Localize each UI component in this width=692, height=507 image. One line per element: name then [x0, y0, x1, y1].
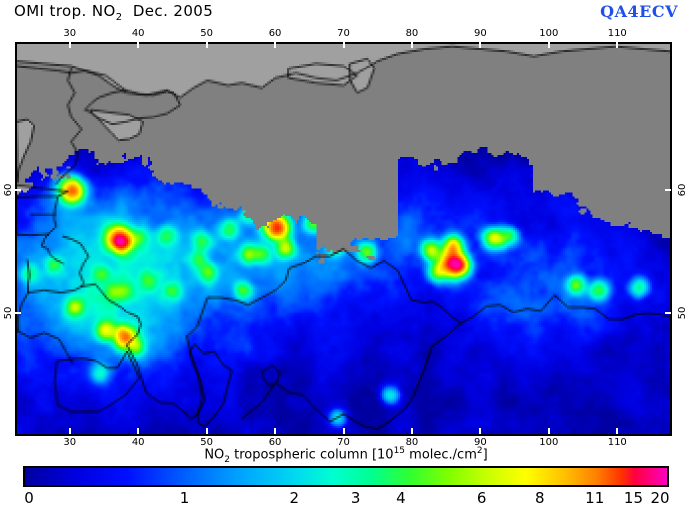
lon-tick-mark	[68, 42, 71, 48]
lat-tick-label-left-60: 60	[2, 183, 14, 197]
lon-tick-label-top-100: 100	[539, 28, 559, 39]
colorbar-tick-15: 15	[623, 489, 644, 507]
lon-tick-label-bottom-70: 70	[337, 437, 350, 448]
lon-tick-label-bottom-50: 50	[200, 437, 213, 448]
colorbar-tick-6: 6	[476, 489, 487, 507]
lon-tick-label-bottom-90: 90	[474, 437, 487, 448]
lat-tick-label-right-60: 60	[676, 183, 688, 197]
colorbar-tick-11: 11	[585, 489, 605, 507]
lon-tick-mark	[205, 428, 208, 434]
lat-tick-mark	[15, 311, 21, 314]
colorbar-tick-2: 2	[289, 489, 300, 507]
lon-tick-mark	[616, 428, 619, 434]
colorbar-tick-0: 0	[24, 489, 34, 507]
caption-suffix: ]	[482, 447, 488, 463]
lon-tick-label-top-60: 60	[268, 28, 282, 39]
lon-tick-label-top-90: 90	[474, 28, 487, 39]
lon-tick-label-bottom-110: 110	[607, 437, 627, 448]
colorbar-tick-3: 3	[350, 489, 361, 507]
lat-tick-label-left-50: 50	[2, 306, 14, 320]
colorbar-tick-20: 20	[650, 489, 670, 507]
lon-tick-label-top-30: 30	[63, 28, 77, 39]
no2-heatmap-canvas[interactable]	[17, 44, 670, 434]
lon-tick-label-bottom-100: 100	[539, 437, 559, 448]
lon-tick-mark	[205, 42, 208, 48]
lon-tick-label-bottom-30: 30	[63, 437, 77, 448]
lon-tick-mark	[479, 428, 482, 434]
lon-tick-label-bottom-80: 80	[405, 437, 419, 448]
caption-sub: 2	[224, 454, 231, 465]
colorbar-gradient	[25, 468, 667, 485]
lon-tick-label-bottom-60: 60	[268, 437, 282, 448]
caption-mid2: molec./cm	[405, 447, 477, 463]
lon-tick-mark	[137, 428, 140, 434]
lat-tick-mark	[15, 188, 21, 191]
lon-tick-mark	[410, 428, 413, 434]
colorbar-caption: NO2 tropospheric column [1015 molec./cm2…	[0, 446, 692, 465]
lat-tick-mark	[665, 188, 671, 191]
caption-mid: tropospheric column [10	[230, 447, 394, 463]
lon-tick-label-top-50: 50	[200, 28, 213, 39]
map-plot-area[interactable]	[15, 42, 672, 436]
colorbar-tick-8: 8	[535, 489, 545, 507]
lat-tick-mark	[665, 311, 671, 314]
lon-tick-label-top-80: 80	[405, 28, 419, 39]
colorbar[interactable]	[23, 466, 669, 487]
lon-tick-mark	[479, 42, 482, 48]
colorbar-tick-4: 4	[396, 489, 406, 507]
caption-exponent: 15	[393, 446, 406, 456]
title-period: Dec. 2005	[132, 2, 214, 20]
lon-tick-mark	[342, 42, 345, 48]
colorbar-tick-1: 1	[179, 489, 190, 507]
qa4ecv-logo: QA4ECV	[600, 2, 678, 21]
lon-tick-label-bottom-40: 40	[131, 437, 145, 448]
lon-tick-label-top-40: 40	[131, 28, 145, 39]
caption-exponent2: 2	[476, 446, 483, 456]
lon-tick-mark	[342, 428, 345, 434]
title-prefix: OMI trop. NO	[14, 2, 116, 20]
title-subscript: 2	[115, 12, 123, 23]
lon-tick-mark	[547, 42, 550, 48]
lon-tick-label-top-70: 70	[337, 28, 350, 39]
lon-tick-mark	[274, 42, 277, 48]
caption-no: NO	[204, 447, 225, 463]
lon-tick-mark	[616, 42, 619, 48]
lon-tick-mark	[410, 42, 413, 48]
lat-tick-label-right-50: 50	[676, 306, 688, 320]
lon-tick-mark	[274, 428, 277, 434]
lon-tick-mark	[547, 428, 550, 434]
lon-tick-mark	[68, 428, 71, 434]
lon-tick-label-top-110: 110	[607, 28, 627, 39]
lon-tick-mark	[137, 42, 140, 48]
page-title: OMI trop. NO2 Dec. 2005	[14, 2, 213, 23]
